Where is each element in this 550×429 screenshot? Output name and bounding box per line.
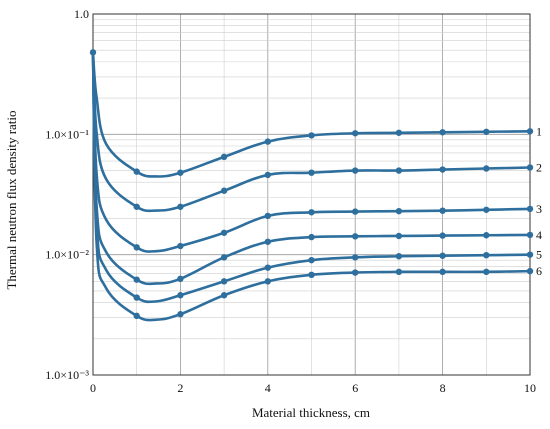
data-point: [526, 231, 534, 239]
data-point: [352, 269, 359, 276]
data-point: [220, 254, 228, 261]
data-point: [483, 232, 490, 239]
series-line-4: [91, 51, 532, 286]
x-tick-labels: 0 2 4 6 8 10: [90, 381, 536, 395]
data-point: [526, 128, 534, 135]
curve-labels: 1 2 3 4 5 6: [536, 124, 542, 278]
x-tick-label: 0: [90, 381, 96, 395]
data-point: [308, 271, 315, 279]
curve-label-5: 5: [536, 248, 542, 262]
data-point: [220, 187, 228, 194]
y-axis-label: Thermal neutron flux density ratio: [4, 110, 19, 289]
data-point: [177, 275, 184, 283]
y-tick-labels: 1.0×10⁻³ 1.0×10⁻² 1.0×10⁻¹ 1.0: [45, 7, 89, 382]
data-point: [352, 254, 359, 261]
y-tick-label: 1.0: [74, 7, 89, 21]
series-line-3: [91, 51, 532, 253]
data-point: [439, 207, 446, 214]
series-line-5: [91, 51, 532, 304]
curve-label-1: 1: [536, 124, 542, 138]
data-point: [177, 242, 184, 250]
data-point: [352, 233, 359, 240]
data-point: [352, 208, 359, 215]
data-point: [483, 165, 490, 172]
x-tick-label: 8: [440, 381, 446, 395]
data-point: [526, 251, 534, 258]
x-tick-label: 6: [352, 381, 358, 395]
data-point: [308, 209, 315, 216]
y-tick-label: 1.0×10⁻³: [45, 368, 89, 382]
data-point: [439, 166, 446, 173]
data-point: [439, 252, 446, 259]
data-point: [133, 312, 140, 320]
data-point: [220, 278, 228, 285]
y-tick-label: 1.0×10⁻²: [45, 248, 89, 262]
data-point: [308, 233, 315, 241]
series-line-1: [91, 51, 532, 178]
data-point: [526, 205, 534, 213]
curve-label-4: 4: [536, 228, 542, 242]
data-point: [395, 232, 403, 240]
data-point: [439, 232, 446, 239]
data-point: [483, 128, 490, 135]
x-tick-label: 10: [524, 381, 536, 395]
series-line-2: [91, 51, 532, 213]
data-point: [264, 238, 271, 245]
data-point: [177, 311, 184, 318]
curve-label-6: 6: [536, 264, 542, 278]
data-point: [220, 292, 228, 299]
data-point: [264, 212, 271, 220]
data-point: [352, 167, 359, 174]
data-point: [177, 169, 184, 176]
data-point: [133, 168, 140, 175]
data-point: [439, 129, 446, 136]
data-point: [395, 268, 403, 276]
grid: [92, 14, 531, 376]
data-point: [220, 229, 228, 236]
markers-group: [89, 49, 534, 320]
data-point: [526, 267, 534, 275]
data-point: [395, 167, 403, 174]
data-point: [133, 276, 140, 283]
data-point: [264, 171, 271, 179]
data-point: [352, 130, 359, 137]
x-tick-label: 4: [265, 381, 271, 395]
data-point: [133, 203, 140, 210]
data-point: [308, 256, 315, 264]
plot-frame: [92, 13, 531, 376]
data-point: [395, 253, 403, 260]
curve-label-2: 2: [536, 161, 542, 175]
data-point: [177, 203, 184, 210]
data-point: [308, 169, 315, 176]
data-point: [264, 278, 271, 285]
data-point: [133, 244, 140, 251]
x-axis-label: Material thickness, cm: [252, 405, 370, 420]
data-point: [483, 251, 490, 259]
data-point: [526, 164, 534, 171]
y-tick-label: 1.0×10⁻¹: [45, 127, 89, 141]
data-point: [395, 207, 403, 215]
data-point: [483, 268, 490, 276]
data-point: [177, 292, 184, 299]
curve-label-3: 3: [536, 202, 542, 216]
x-tick-label: 2: [177, 381, 183, 395]
data-point: [89, 49, 97, 56]
data-point: [220, 153, 228, 161]
data-point: [395, 129, 403, 136]
data-point: [264, 138, 271, 145]
data-point: [308, 132, 315, 139]
data-point: [264, 264, 271, 271]
data-point: [439, 268, 446, 276]
data-point: [133, 294, 140, 301]
data-point: [483, 206, 490, 213]
